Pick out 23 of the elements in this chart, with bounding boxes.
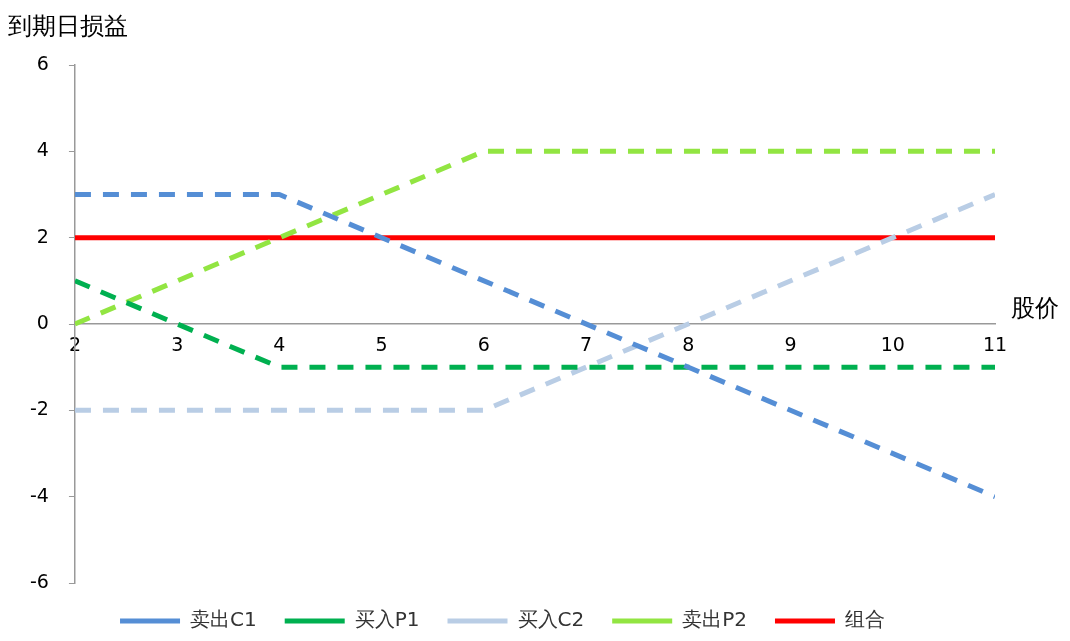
- y-tick-label: -2: [29, 397, 49, 420]
- x-tick-label: 4: [273, 333, 286, 356]
- x-axis-title: 股价: [1011, 294, 1059, 323]
- y-axis-title: 到期日损益: [8, 12, 128, 41]
- y-tick-label: 2: [36, 224, 49, 247]
- y-tick-label: 4: [36, 138, 49, 161]
- x-tick-label: 6: [477, 333, 490, 356]
- y-tick-label: -4: [29, 483, 49, 506]
- legend-label: 卖出P2: [682, 607, 747, 632]
- legend-label: 买入C2: [517, 607, 585, 632]
- x-tick-label: 11: [982, 333, 1008, 356]
- x-tick-label: 8: [682, 333, 695, 356]
- x-tick-label: 5: [375, 333, 388, 356]
- x-tick-label: 3: [171, 333, 184, 356]
- x-tick-label: 10: [880, 333, 905, 356]
- x-tick-label: 9: [784, 333, 797, 356]
- legend-label: 买入P1: [354, 607, 420, 632]
- y-tick-label: 6: [36, 51, 49, 74]
- y-tick-label: -6: [29, 569, 49, 592]
- legend-label: 卖出C1: [190, 607, 257, 632]
- x-tick-label: 7: [580, 333, 593, 356]
- legend-label: 组合: [844, 607, 885, 632]
- y-tick-label: 0: [36, 310, 49, 333]
